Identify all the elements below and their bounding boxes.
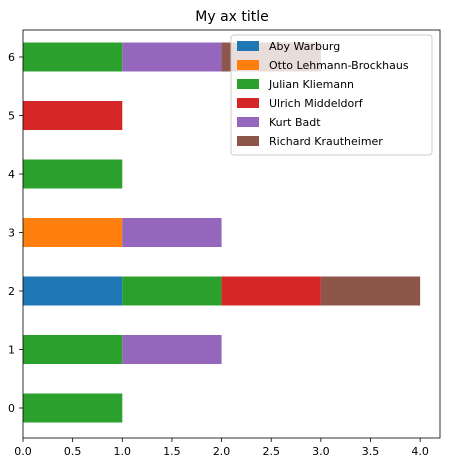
legend-label: Aby Warburg [269,40,340,53]
bar-segment-6-series-4 [122,42,222,72]
bar-segment-6-series-2 [23,42,123,72]
legend-swatch [237,136,259,146]
x-tick-label: 4.0 [411,445,429,458]
legend-label: Otto Lehmann-Brockhaus [269,59,409,72]
legend-label: Ulrich Middeldorf [269,97,364,110]
bar-segment-1-series-2 [23,335,123,364]
y-tick-label: 5 [8,110,15,123]
legend-label: Kurt Badt [269,116,321,129]
y-tick-label: 1 [8,344,15,357]
axes-layer: 0.0 0.5 1.0 1.5 2.0 2.5 3.0 3.5 4.0 0 1 2 3 4 5 6 [8,29,441,458]
bar-segment-2-series-5 [320,276,421,306]
legend-swatch [237,98,259,108]
legend: Aby Warburg Otto Lehmann-Brockhaus Julian … [230,34,433,156]
chart-title: My ax title [195,9,269,25]
y-tick-label: 6 [8,51,15,64]
bar-segment-0-series-2 [23,393,123,423]
bar-segment-5-series-3 [23,101,123,130]
legend-label: Julian Kliemann [268,78,354,91]
x-tick-label: 3.0 [312,445,330,458]
bar-segment-3-series-4 [122,218,222,247]
x-tick-label: 1.0 [114,445,132,458]
bar-segment-1-series-4 [122,335,222,364]
bar-segment-3-series-1 [23,218,123,247]
legend-swatch [237,60,259,70]
x-tick-label: 0.5 [64,445,82,458]
y-tick-label: 4 [8,168,15,181]
x-tick-label: 2.5 [262,445,280,458]
legend-box [230,34,433,156]
bar-segment-2-series-0 [23,276,123,306]
plot-frame [22,29,441,439]
legend-swatch [237,117,259,127]
bar-segment-2-series-2 [122,276,222,306]
legend-label: Richard Krautheimer [269,135,383,148]
bar-segment-4-series-2 [23,159,123,189]
y-tick-label: 0 [8,402,15,415]
bar-segment-2-series-3 [221,276,321,306]
legend-swatch [237,79,259,89]
x-tick-label: 0.0 [14,445,32,458]
x-tick-label: 2.0 [213,445,231,458]
legend-swatch [237,41,259,51]
bars-layer [23,42,421,423]
x-tick-label: 3.5 [362,445,380,458]
x-tick-label: 1.5 [163,445,181,458]
y-tick-label: 2 [8,285,15,298]
y-tick-label: 3 [8,227,15,240]
